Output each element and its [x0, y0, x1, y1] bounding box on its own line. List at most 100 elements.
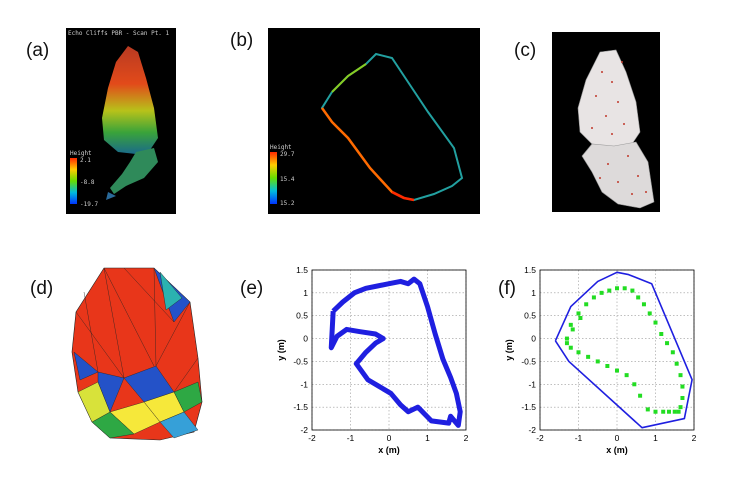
panel-a-colorbar-tick-mid: -8.8: [80, 179, 95, 186]
panel-e-plot: -2 -1 0 1 2 1.5 1 0.5 0 -0.5 -1 -1.5 -2 x (m) y (m): [276, 265, 469, 455]
panel-a-title: Echo Cliffs PBR - Scan Pt. 1: [68, 30, 170, 37]
x-axis-label: x (m): [606, 445, 628, 455]
y-axis-label: y (m): [276, 339, 286, 361]
panel-d-label: (d): [30, 278, 54, 299]
data-point: [630, 288, 635, 293]
data-point: [678, 373, 683, 378]
data-point: [605, 364, 610, 368]
series-line-0: [554, 271, 693, 429]
x-tick-label: 0: [615, 433, 620, 443]
data-point: [676, 409, 681, 414]
data-point: [647, 311, 652, 316]
x-tick-label: 2: [692, 433, 697, 443]
y-tick-label: 1: [531, 288, 536, 298]
x-axis-label: x (m): [378, 445, 400, 455]
x-tick-label: 2: [464, 433, 469, 443]
data-point: [591, 295, 596, 300]
data-point: [624, 373, 629, 378]
panel-b-colorbar-tick-mid: 15.4: [280, 176, 295, 183]
panel-b-image: Height 29.7 15.4 15.2: [268, 28, 480, 214]
data-point: [584, 302, 589, 307]
y-tick-label: 1.5: [296, 265, 308, 275]
data-point: [674, 361, 679, 366]
panel-a-colorbar-tick-top: 2.1: [80, 157, 91, 164]
data-point: [665, 341, 670, 346]
data-point: [564, 336, 569, 341]
data-point: [622, 286, 627, 291]
x-tick-label: 1: [425, 433, 430, 443]
panel-b-colorbar-tick-bottom: 15.2: [280, 200, 295, 207]
data-point: [607, 288, 612, 293]
y-tick-label: 1.5: [524, 265, 536, 275]
series-line-0: [328, 276, 463, 428]
panel-a-label: (a): [26, 40, 50, 61]
plot-frame: [539, 269, 695, 431]
data-point: [670, 350, 675, 355]
y-tick-label: -2: [300, 425, 308, 435]
data-point: [570, 327, 575, 332]
data-point: [599, 290, 604, 295]
panel-e-label: (e): [240, 278, 264, 299]
data-point: [645, 407, 650, 412]
plot-frame: [311, 269, 467, 431]
panel-b-colorbar-label: Height: [270, 144, 292, 151]
data-point: [638, 393, 643, 398]
y-tick-label: 0: [531, 334, 536, 344]
x-tick-label: 0: [387, 433, 392, 443]
data-point: [578, 316, 583, 320]
y-tick-label: 1: [303, 288, 308, 298]
data-point: [653, 320, 658, 325]
data-point: [615, 286, 619, 291]
panel-f-label: (f): [498, 278, 516, 299]
panel-d-mesh: [71, 267, 203, 441]
data-point: [568, 345, 573, 350]
data-point: [576, 311, 581, 316]
y-tick-label: -2: [528, 425, 536, 435]
y-tick-label: -0.5: [521, 356, 536, 366]
data-point: [595, 359, 600, 364]
data-point: [659, 332, 664, 336]
data-point: [672, 409, 677, 414]
data-point: [680, 396, 685, 400]
panel-a-colorbar: [70, 158, 77, 204]
data-point: [678, 405, 683, 410]
y-tick-label: 0.5: [296, 311, 308, 321]
y-tick-label: 0.5: [524, 311, 536, 321]
rock-pointcloud-a: [102, 46, 158, 200]
data-point: [615, 368, 619, 373]
data-point: [632, 382, 637, 387]
panel-a-image: Echo Cliffs PBR - Scan Pt. 1 Height 2.1 …: [66, 28, 176, 214]
y-tick-label: 0: [303, 334, 308, 344]
rock-mesh-c: [577, 49, 655, 209]
y-tick-label: -1: [300, 379, 308, 389]
data-point: [641, 302, 646, 307]
data-point: [680, 384, 685, 389]
data-point: [653, 409, 658, 414]
x-tick-label: -2: [308, 433, 316, 443]
y-axis-label: y (m): [504, 339, 514, 361]
data-point: [636, 295, 641, 300]
panel-c-label: (c): [514, 40, 537, 61]
x-tick-label: -1: [347, 433, 355, 443]
y-tick-label: -0.5: [293, 356, 308, 366]
y-tick-label: -1.5: [521, 402, 536, 412]
data-point: [568, 322, 573, 327]
data-point: [586, 354, 591, 359]
y-tick-label: -1: [528, 379, 536, 389]
panel-b-colorbar: [270, 152, 277, 204]
data-point: [666, 409, 671, 414]
panel-b-label: (b): [230, 30, 254, 51]
data-point: [564, 341, 569, 346]
rock-outline-b: [320, 52, 464, 202]
data-point: [576, 350, 581, 355]
data-point: [661, 409, 666, 414]
panel-f-plot: -2 -1 0 1 2 1.5 1 0.5 0 -0.5 -1 -1.5 -2 x (m) y (m): [504, 265, 697, 455]
x-tick-label: 1: [653, 433, 658, 443]
panel-c-image: [552, 32, 660, 212]
panel-a-colorbar-tick-bottom: -19.7: [80, 201, 99, 208]
x-tick-label: -1: [575, 433, 583, 443]
x-tick-label: -2: [536, 433, 544, 443]
y-tick-label: -1.5: [293, 402, 308, 412]
panel-b-colorbar-tick-top: 29.7: [280, 151, 295, 158]
panel-a-colorbar-label: Height: [70, 150, 92, 157]
